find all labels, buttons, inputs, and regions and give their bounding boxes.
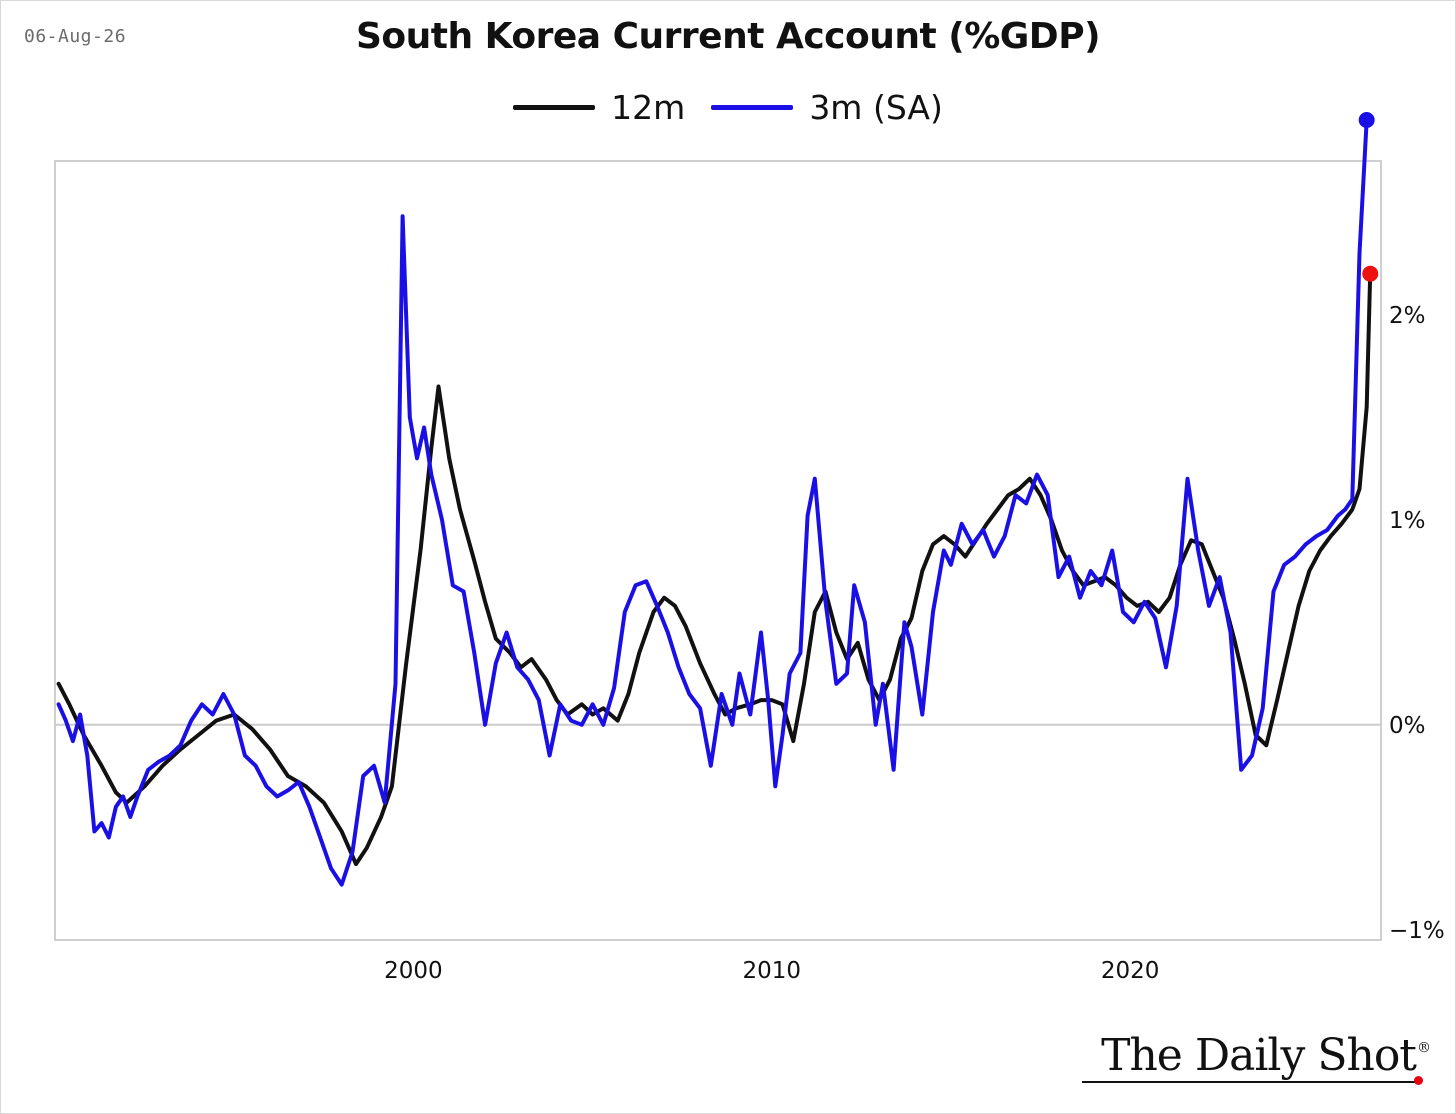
series-line-12m: [56, 271, 1373, 867]
y-tick-label: 2%: [1389, 303, 1426, 329]
x-tick-label: 2010: [742, 958, 801, 984]
chart-title: South Korea Current Account (%GDP): [355, 16, 1101, 57]
brand-dot: [1414, 1076, 1423, 1085]
x-tick-label: 2000: [384, 958, 443, 984]
last-point-12m: [1362, 265, 1379, 282]
legend-swatch-3m: [711, 105, 794, 110]
legend-label-12m: 12m: [611, 88, 686, 127]
last-point-3m: [1358, 112, 1375, 128]
legend-label-3m: 3m (SA): [809, 88, 943, 127]
legend-swatch-12m: [513, 105, 596, 110]
legend-entry-3m: 3m (SA): [711, 88, 943, 127]
x-tick-label: 2020: [1101, 958, 1160, 984]
series-line-3m: [56, 118, 1369, 887]
brand-logo: The Daily Shot: [1101, 1030, 1417, 1081]
y-tick-label: 1%: [1389, 508, 1426, 534]
legend: 12m 3m (SA): [0, 88, 1456, 127]
plot-border: [54, 160, 1382, 941]
brand-underline: [1082, 1081, 1416, 1083]
brand-registered-mark: ®: [1417, 1040, 1431, 1056]
legend-entry-12m: 12m: [513, 88, 685, 127]
y-tick-label: −1%: [1389, 918, 1445, 944]
y-tick-label: 0%: [1389, 713, 1426, 739]
date-stamp: 06-Aug-26: [24, 26, 127, 47]
